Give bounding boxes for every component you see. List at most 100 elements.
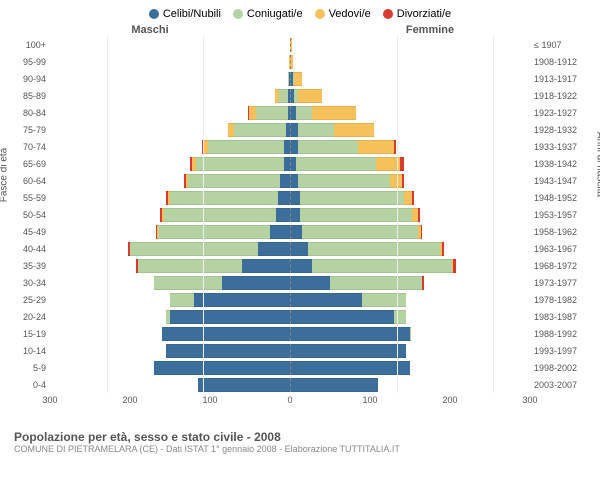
center-axis bbox=[290, 72, 291, 86]
seg-married bbox=[279, 89, 289, 103]
x-tick: 100 bbox=[362, 395, 377, 405]
bar-pair bbox=[50, 123, 530, 137]
age-label: 15-19 bbox=[10, 329, 50, 339]
seg-divorced bbox=[394, 140, 396, 154]
seg-married bbox=[196, 157, 284, 171]
seg-single bbox=[278, 191, 290, 205]
bar-pair bbox=[50, 259, 530, 273]
population-pyramid-chart: Fasce di età Anni di nascita Maschi Femm… bbox=[10, 24, 590, 424]
age-row: 55-591948-1952 bbox=[10, 189, 590, 206]
bar-pair bbox=[50, 140, 530, 154]
age-label: 80-84 bbox=[10, 108, 50, 118]
male-bar bbox=[50, 208, 290, 222]
y-axis-left-label: Fasce di età bbox=[0, 148, 10, 202]
age-label: 95-99 bbox=[10, 57, 50, 67]
center-axis bbox=[290, 38, 291, 52]
center-axis bbox=[290, 89, 291, 103]
birth-year-label: 1918-1922 bbox=[530, 91, 590, 101]
birth-year-label: 1923-1927 bbox=[530, 108, 590, 118]
birth-year-label: 1933-1937 bbox=[530, 142, 590, 152]
legend-swatch bbox=[149, 9, 159, 19]
age-row: 40-441963-1967 bbox=[10, 240, 590, 257]
legend-item: Celibi/Nubili bbox=[149, 8, 221, 20]
seg-single bbox=[290, 276, 330, 290]
gridline bbox=[203, 36, 204, 393]
age-label: 30-34 bbox=[10, 278, 50, 288]
birth-year-label: 1978-1982 bbox=[530, 295, 590, 305]
seg-divorced bbox=[400, 157, 404, 171]
bar-pair bbox=[50, 361, 530, 375]
bar-pair bbox=[50, 55, 530, 69]
legend: Celibi/NubiliConiugati/eVedovi/eDivorzia… bbox=[0, 0, 600, 24]
birth-year-label: ≤ 1907 bbox=[530, 40, 590, 50]
seg-married bbox=[154, 276, 222, 290]
chart-title: Popolazione per età, sesso e stato civil… bbox=[14, 430, 586, 444]
seg-single bbox=[270, 225, 290, 239]
legend-item: Coniugati/e bbox=[233, 8, 303, 20]
male-bar bbox=[50, 174, 290, 188]
age-label: 65-69 bbox=[10, 159, 50, 169]
gridline bbox=[493, 36, 494, 393]
male-bar bbox=[50, 123, 290, 137]
center-axis bbox=[290, 174, 291, 188]
chart-rows: 100+≤ 190795-991908-191290-941913-191785… bbox=[10, 36, 590, 393]
seg-single bbox=[198, 378, 290, 392]
x-tick: 300 bbox=[522, 395, 537, 405]
male-bar bbox=[50, 361, 290, 375]
age-row: 35-391968-1972 bbox=[10, 257, 590, 274]
age-row: 75-791928-1932 bbox=[10, 121, 590, 138]
seg-single bbox=[166, 344, 290, 358]
legend-label: Vedovi/e bbox=[329, 8, 371, 20]
x-tick: 200 bbox=[442, 395, 457, 405]
male-bar bbox=[50, 327, 290, 341]
male-bar bbox=[50, 310, 290, 324]
seg-single bbox=[290, 310, 394, 324]
seg-married bbox=[312, 259, 452, 273]
bar-pair bbox=[50, 38, 530, 52]
bar-pair bbox=[50, 191, 530, 205]
seg-widowed bbox=[298, 89, 322, 103]
x-tick: 300 bbox=[42, 395, 57, 405]
center-axis bbox=[290, 225, 291, 239]
center-axis bbox=[290, 276, 291, 290]
center-axis bbox=[290, 106, 291, 120]
male-bar bbox=[50, 38, 290, 52]
seg-divorced bbox=[453, 259, 456, 273]
seg-single bbox=[290, 242, 308, 256]
seg-widowed bbox=[404, 191, 412, 205]
x-tick: 200 bbox=[122, 395, 137, 405]
age-label: 0-4 bbox=[10, 380, 50, 390]
seg-divorced bbox=[418, 208, 420, 222]
age-label: 35-39 bbox=[10, 261, 50, 271]
seg-single bbox=[242, 259, 290, 273]
center-axis bbox=[290, 310, 291, 324]
legend-swatch bbox=[315, 9, 325, 19]
seg-widowed bbox=[358, 140, 394, 154]
center-axis bbox=[290, 191, 291, 205]
seg-married bbox=[158, 225, 270, 239]
seg-married bbox=[298, 174, 390, 188]
seg-married bbox=[170, 293, 194, 307]
center-axis bbox=[290, 157, 291, 171]
seg-single bbox=[290, 123, 298, 137]
age-label: 40-44 bbox=[10, 244, 50, 254]
female-header: Femmine bbox=[290, 24, 530, 36]
age-label: 85-89 bbox=[10, 91, 50, 101]
male-bar bbox=[50, 225, 290, 239]
bar-pair bbox=[50, 344, 530, 358]
legend-label: Coniugati/e bbox=[247, 8, 303, 20]
age-label: 75-79 bbox=[10, 125, 50, 135]
seg-divorced bbox=[442, 242, 444, 256]
seg-married bbox=[296, 157, 376, 171]
seg-single bbox=[162, 327, 290, 341]
bar-pair bbox=[50, 174, 530, 188]
age-row: 5-91998-2002 bbox=[10, 359, 590, 376]
age-row: 15-191988-1992 bbox=[10, 325, 590, 342]
center-axis bbox=[290, 293, 291, 307]
gridline bbox=[107, 36, 108, 393]
bar-pair bbox=[50, 276, 530, 290]
column-headers: Maschi Femmine bbox=[10, 24, 590, 36]
age-label: 70-74 bbox=[10, 142, 50, 152]
bar-pair bbox=[50, 242, 530, 256]
bar-pair bbox=[50, 225, 530, 239]
